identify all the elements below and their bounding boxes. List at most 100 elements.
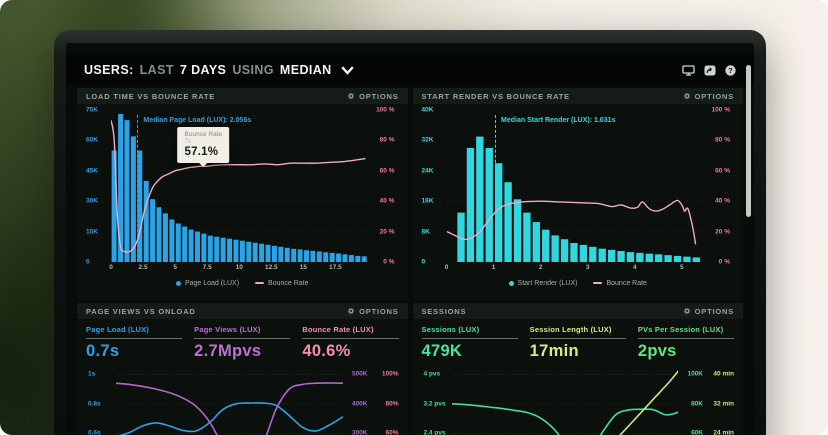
y-axis-right: 500K 100% 400K 80% 300K 60%	[343, 366, 399, 435]
y-tick-label: 20 %	[715, 228, 730, 236]
y-tick-label: 0.8s	[88, 400, 101, 408]
y-axis-left: 75K 60K 45K 30K 15K 0	[86, 106, 111, 266]
options-button[interactable]: OPTIONS	[683, 92, 734, 101]
metric-label: Sessions (LUX)	[421, 325, 480, 334]
tooltip-subtitle: 7s	[184, 138, 191, 145]
metric-divider	[302, 338, 399, 339]
y-tick-label: 100%	[381, 370, 399, 378]
x-tick-label: 2	[538, 264, 543, 271]
metric-label: Session Length (LUX)	[529, 325, 612, 334]
metric-divider	[194, 338, 291, 339]
x-tick-label: 12.5	[264, 264, 278, 271]
y-tick-label: 300K	[351, 429, 368, 435]
x-tick-label: 0	[109, 264, 113, 271]
options-button[interactable]: OPTIONS	[347, 92, 398, 101]
y-tick-label: 24K	[421, 167, 434, 175]
tooltip-value: 57.1%	[184, 145, 219, 158]
y-tick-label: 100 %	[376, 106, 395, 114]
legend-label: Bounce Rate	[268, 279, 309, 287]
metric-bounce-rate: Bounce Rate (LUX) 40.6%	[302, 325, 399, 361]
y-tick-label: 32 min	[713, 400, 734, 408]
panel-title: LOAD TIME VS BOUNCE RATE	[86, 91, 216, 101]
display-icon[interactable]	[682, 64, 695, 76]
options-button[interactable]: OPTIONS	[683, 307, 734, 316]
legend-swatch	[255, 282, 265, 284]
users-range-dropdown[interactable]: USERS: LAST 7 DAYS USING MEDIAN	[84, 63, 354, 77]
y-tick-label: 100 %	[711, 106, 730, 114]
y-tick-row: 80K 32 min	[677, 400, 734, 407]
metric-divider	[529, 338, 626, 339]
y-tick-label: 40K	[421, 106, 434, 114]
metric-value: 2.7Mpvs	[194, 342, 262, 360]
gear-icon	[683, 307, 690, 315]
title-segment: MEDIAN	[279, 63, 332, 77]
y-tick-label: 15K	[86, 228, 98, 236]
legend-item[interactable]: Bounce Rate	[593, 280, 647, 287]
x-tick-label: 3	[585, 264, 590, 271]
y-axis-right: 100K 40 min 80K 32 min 60K 24 min	[678, 366, 734, 435]
svg-text:?: ?	[728, 66, 732, 75]
legend-item[interactable]: Page Load (LUX)	[175, 280, 239, 287]
chevron-down-icon	[340, 66, 354, 75]
metric-value: 40.6%	[302, 342, 351, 360]
y-tick-label: 80%	[385, 400, 399, 408]
y-tick-label: 500K	[351, 370, 368, 378]
x-tick-label: 2.5	[138, 264, 148, 271]
panel-header: SESSIONS OPTIONS	[412, 303, 743, 319]
y-tick-label: 400K	[351, 400, 368, 408]
y-tick-label: 60 %	[379, 167, 395, 175]
legend-item[interactable]: Bounce Rate	[255, 279, 309, 287]
plot-area: Median Page Load (LUX): 2.056s Bounce Ra…	[111, 110, 368, 262]
y-tick-label: 45K	[86, 167, 98, 175]
legend-item[interactable]: Start Render (LUX)	[508, 280, 577, 287]
y-tick-label: 16K	[421, 197, 434, 205]
y-axis-left: 4 pvs 3.2 pvs 2.4 pvs	[422, 366, 452, 435]
metric-value: 0.7s	[86, 342, 120, 360]
gear-icon	[347, 92, 355, 100]
panel-page-views-vs-onload: PAGE VIEWS VS ONLOAD OPTIONS Page Load (…	[77, 303, 408, 435]
plot-area	[116, 366, 343, 435]
panel-header: START RENDER VS BOUNCE RATE OPTIONS	[412, 88, 743, 104]
metric-divider	[421, 338, 518, 339]
y-tick-row: 60K 24 min	[677, 430, 734, 435]
y-tick-label: 60%	[385, 429, 399, 435]
y-tick-label: 0 %	[718, 258, 730, 266]
y-tick-label: 40 min	[713, 370, 734, 378]
y-tick-row: 300K 60%	[342, 430, 399, 435]
x-tick-label: 4	[632, 264, 637, 271]
y-tick-label: 8K	[421, 228, 430, 236]
gear-icon	[683, 92, 690, 100]
metric-pvs-per-session: PVs Per Session (LUX) 2pvs	[637, 325, 735, 361]
x-tick-label: 5	[173, 264, 177, 271]
y-axis-left: 1s 0.8s 0.6s	[86, 366, 116, 435]
options-button[interactable]: OPTIONS	[347, 307, 398, 316]
title-segment: USING	[232, 63, 274, 77]
metric-page-views: Page Views (LUX) 2.7Mpvs	[194, 325, 291, 361]
metric-label: PVs Per Session (LUX)	[637, 325, 724, 334]
y-axis-right: 100 % 80 % 60 % 40 % 20 % 0 %	[703, 106, 734, 266]
metric-label: Bounce Rate (LUX)	[302, 325, 374, 334]
y-tick-label: 80K	[691, 400, 703, 408]
metric-value: 479K	[421, 342, 463, 360]
metric-divider	[637, 338, 735, 339]
y-tick-label: 2.4 pvs	[423, 429, 446, 435]
y-tick-label: 0	[421, 258, 426, 266]
title-segment: USERS:	[84, 63, 134, 77]
metric-divider	[86, 338, 183, 339]
y-tick-label: 40 %	[379, 197, 395, 205]
gear-icon	[347, 307, 355, 315]
title-segment: 7 DAYS	[179, 63, 227, 77]
y-tick-row: 500K 100%	[342, 371, 399, 378]
metric-row: Sessions (LUX) 479K Session Length (LUX)…	[413, 319, 744, 363]
help-icon[interactable]: ?	[725, 64, 736, 76]
share-icon[interactable]	[704, 65, 716, 76]
scrollbar-thumb[interactable]	[746, 65, 751, 217]
panel-grid: LOAD TIME VS BOUNCE RATE OPTIONS 75K 60K 4…	[77, 88, 743, 435]
y-tick-label: 80 %	[715, 136, 730, 144]
y-tick-label: 75K	[86, 106, 98, 114]
metric-page-load: Page Load (LUX) 0.7s	[86, 325, 183, 361]
y-axis-left: 40K 32K 24K 16K 8K 0	[421, 106, 447, 266]
x-axis: 0 1 2 3 4 5	[445, 264, 704, 274]
y-tick-label: 60K	[86, 136, 98, 144]
